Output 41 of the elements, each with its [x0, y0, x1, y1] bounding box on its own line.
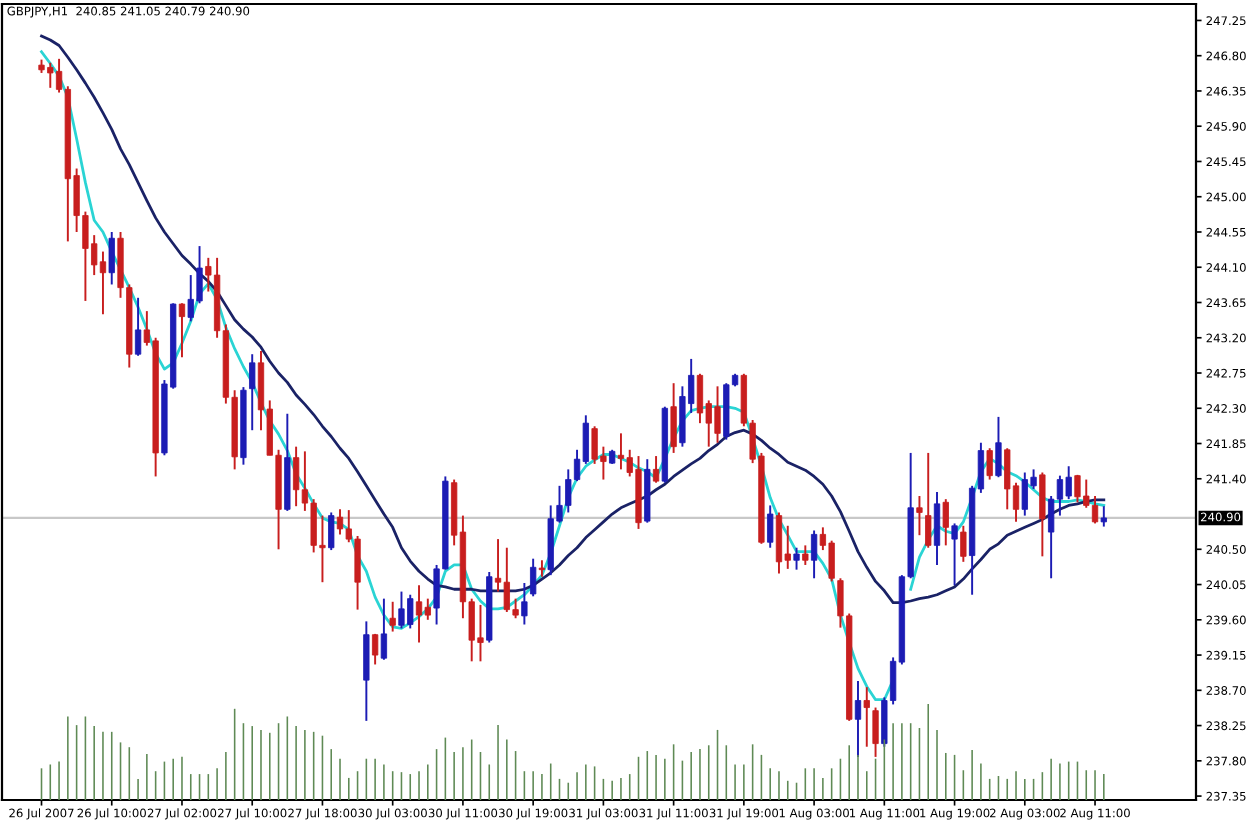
- candlestick: [1100, 505, 1107, 528]
- candlestick: [810, 529, 818, 580]
- candlestick: [617, 432, 625, 471]
- candlestick: [793, 546, 800, 571]
- candlestick: [521, 582, 528, 626]
- candlestick: [670, 382, 677, 454]
- candlestick: [530, 557, 537, 598]
- candlestick: [986, 447, 993, 481]
- candlestick: [389, 600, 396, 633]
- candlestick: [863, 686, 870, 748]
- candlestick: [108, 231, 115, 286]
- candlestick: [995, 415, 1002, 479]
- candlestick: [292, 445, 300, 508]
- candlestick: [960, 524, 967, 563]
- candlestick: [767, 504, 774, 549]
- candlestick: [942, 498, 949, 547]
- candlestick: [925, 451, 932, 549]
- candlestick: [99, 250, 107, 316]
- candlestick: [371, 632, 379, 666]
- candlestick: [380, 597, 388, 661]
- candlestick: [951, 522, 958, 587]
- candlestick: [802, 544, 809, 566]
- candlestick: [415, 584, 423, 644]
- candlestick: [696, 372, 704, 425]
- candlestick: [652, 455, 660, 484]
- candlestick: [828, 539, 835, 583]
- candlestick: [178, 302, 186, 359]
- candlestick: [424, 597, 431, 621]
- candlestick: [336, 508, 344, 536]
- candlestick: [1004, 447, 1011, 511]
- candlestick: [775, 511, 783, 575]
- candlestick: [1039, 471, 1046, 558]
- candlestick: [1091, 495, 1099, 525]
- candlestick: [134, 296, 142, 357]
- candlestick: [328, 511, 335, 552]
- candlestick: [872, 706, 879, 758]
- candlestick: [1065, 465, 1072, 501]
- candlestick: [916, 495, 923, 537]
- candlestick: [933, 491, 941, 566]
- candlestick: [363, 620, 370, 722]
- candlestick: [249, 353, 256, 432]
